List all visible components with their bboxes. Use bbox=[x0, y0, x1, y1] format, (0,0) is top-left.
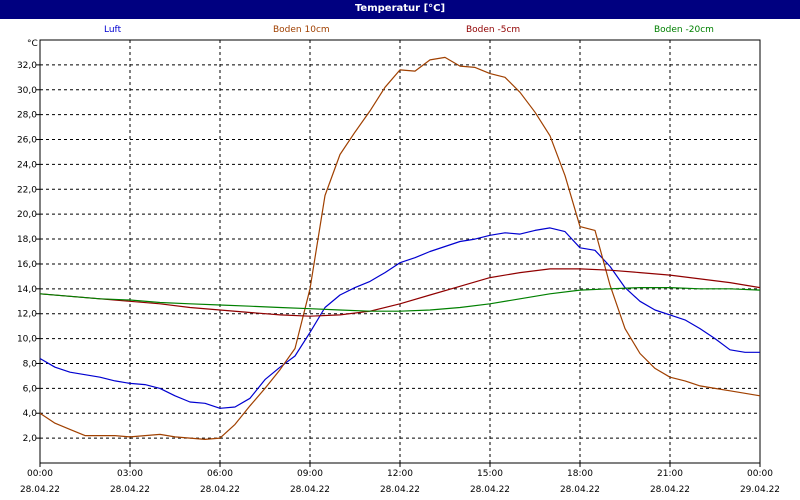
x-tick-time: 21:00 bbox=[657, 469, 683, 479]
x-tick-date: 29.04.22 bbox=[740, 485, 780, 495]
y-tick-label: 16,0 bbox=[17, 260, 37, 270]
chart-title: Temperatur [°C] bbox=[0, 0, 800, 19]
y-tick-label: 22,0 bbox=[17, 185, 37, 195]
x-tick-time: 00:00 bbox=[27, 469, 53, 479]
x-tick-date: 28.04.22 bbox=[560, 485, 600, 495]
y-tick-label: 28,0 bbox=[17, 111, 37, 121]
y-tick-label: 18,0 bbox=[17, 235, 37, 245]
legend-boden-20cm: Boden -20cm bbox=[654, 25, 714, 35]
x-tick-date: 28.04.22 bbox=[20, 485, 60, 495]
y-axis-unit: °C bbox=[27, 39, 38, 49]
y-tick-label: 12,0 bbox=[17, 310, 37, 320]
y-tick-label: 6,0 bbox=[23, 384, 38, 394]
x-tick-time: 18:00 bbox=[567, 469, 593, 479]
y-tick-label: 20,0 bbox=[17, 210, 37, 220]
x-tick-date: 28.04.22 bbox=[200, 485, 240, 495]
legend-luft: Luft bbox=[104, 25, 122, 35]
x-tick-time: 03:00 bbox=[117, 469, 143, 479]
y-tick-label: 32,0 bbox=[17, 61, 37, 71]
x-tick-date: 28.04.22 bbox=[290, 485, 330, 495]
y-tick-label: 30,0 bbox=[17, 86, 37, 96]
series-line-boden-20cm bbox=[39, 287, 761, 312]
y-tick-label: 10,0 bbox=[17, 335, 37, 345]
x-tick-date: 28.04.22 bbox=[470, 485, 510, 495]
y-tick-label: 14,0 bbox=[17, 285, 37, 295]
x-tick-time: 09:00 bbox=[297, 469, 323, 479]
series-line-luft bbox=[39, 227, 760, 409]
x-tick-date: 28.04.22 bbox=[380, 485, 420, 495]
y-tick-label: 4,0 bbox=[23, 409, 38, 419]
y-tick-label: 26,0 bbox=[17, 136, 37, 146]
y-tick-label: 8,0 bbox=[23, 359, 38, 369]
x-tick-date: 28.04.22 bbox=[110, 485, 150, 495]
x-tick-time: 15:00 bbox=[477, 469, 503, 479]
y-tick-label: 24,0 bbox=[17, 160, 37, 170]
series-line-boden-5cm bbox=[39, 268, 761, 317]
x-tick-time: 00:00 bbox=[747, 469, 773, 479]
x-tick-time: 12:00 bbox=[387, 469, 413, 479]
legend-boden-10cm: Boden 10cm bbox=[273, 25, 330, 35]
x-tick-time: 06:00 bbox=[207, 469, 233, 479]
x-tick-date: 28.04.22 bbox=[650, 485, 690, 495]
y-tick-label: 2,0 bbox=[23, 434, 38, 444]
legend-boden-5cm: Boden -5cm bbox=[466, 25, 521, 35]
series-line-boden-10cm bbox=[39, 56, 761, 440]
